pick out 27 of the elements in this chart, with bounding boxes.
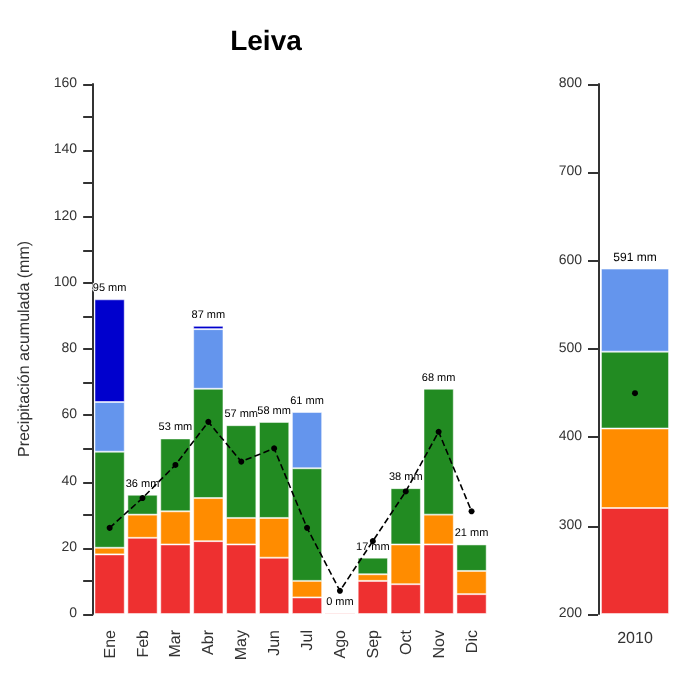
point [106,524,113,531]
y-axis-title: Precipitación acumulada (mm) [15,240,33,458]
chart-title: Leiva [230,24,303,56]
x-tick-label: Oct [396,628,415,655]
x-tick-label: Jul [298,629,317,651]
x-tick-label: Mar [166,629,185,658]
point [205,418,212,425]
x-tick-label: Ene [100,628,119,659]
point [304,524,311,531]
x-tick-label: May [232,630,251,661]
x-tick-label: Nov [429,630,448,659]
point [369,538,376,545]
x-tick-label: Feb [133,628,152,658]
x-tick-label: Sep [363,628,382,659]
x-tick-label: 2010 [617,629,654,647]
point [336,587,343,594]
x-tick-label: Dic [462,630,481,654]
x-tick-label: Jun [265,630,284,656]
x-tick-label: Abr [199,629,218,655]
point [139,495,146,502]
point [468,508,475,515]
point [172,461,179,468]
point [402,488,409,495]
x-tick-label: Ago [330,628,349,659]
point [435,428,442,435]
point [271,445,278,452]
point [238,458,245,465]
